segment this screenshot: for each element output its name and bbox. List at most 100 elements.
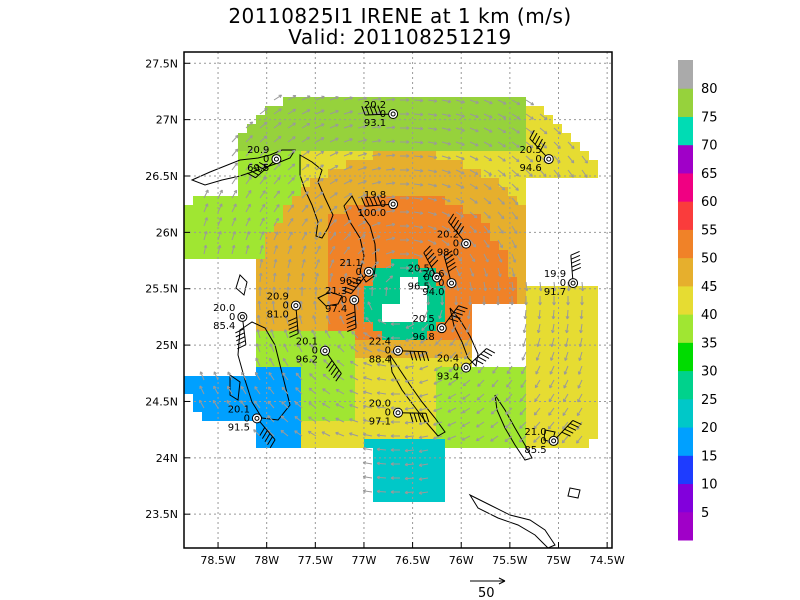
wind-speed-cell: [409, 115, 418, 124]
wind-speed-cell: [328, 430, 337, 439]
wind-speed-cell: [310, 376, 319, 385]
wind-speed-cell: [400, 484, 409, 493]
wind-vector-head: [552, 302, 556, 306]
wind-vector: [476, 421, 485, 428]
wind-speed-cell: [418, 232, 427, 241]
wind-speed-cell: [274, 313, 283, 322]
wind-speed-cell: [409, 331, 418, 340]
wind-vector: [200, 371, 205, 381]
wind-speed-cell: [400, 448, 409, 457]
wind-vector: [343, 165, 353, 171]
wind-vector-head: [315, 272, 320, 277]
barb-feather: [269, 439, 276, 449]
wind-speed-cell: [526, 160, 535, 169]
wind-vector: [351, 331, 359, 339]
wind-vector-head: [473, 214, 478, 219]
wind-speed-cell: [418, 430, 427, 439]
wind-speed-cell: [301, 439, 310, 448]
wind-vector-head: [306, 109, 311, 113]
wind-vector-head: [323, 359, 327, 363]
wind-vector-head: [522, 329, 527, 334]
wind-speed-cell: [382, 160, 391, 169]
wind-vector: [315, 178, 324, 185]
wind-speed-cell: [454, 367, 463, 376]
wind-speed-cell: [373, 124, 382, 133]
wind-vector: [294, 416, 303, 423]
wind-speed-cell: [301, 178, 310, 187]
wind-vector-head: [548, 398, 553, 403]
wind-vector: [376, 462, 387, 465]
wind-speed-cell: [346, 331, 355, 340]
wind-speed-cell: [589, 412, 598, 421]
wind-vector: [350, 360, 359, 367]
wind-vector: [447, 393, 457, 399]
wind-speed-cell: [373, 484, 382, 493]
wind-speed-cell: [301, 268, 310, 277]
wind-speed-cell: [517, 259, 526, 268]
wind-vector-head: [392, 97, 396, 102]
wind-speed-cell: [346, 169, 355, 178]
wind-vector: [245, 231, 250, 241]
wind-speed-cell: [238, 133, 247, 142]
wind-vector-head: [521, 370, 525, 375]
wind-vector: [563, 393, 569, 403]
wind-speed-cell: [211, 412, 220, 421]
wind-speed-cell: [409, 97, 418, 106]
wind-speed-cell: [445, 304, 454, 313]
wind-vector-head: [419, 197, 424, 201]
wind-vector-head: [349, 124, 353, 128]
wind-vector-head: [204, 231, 208, 235]
wind-speed-cell: [409, 169, 418, 178]
wind-speed-cell: [364, 214, 373, 223]
wind-vector: [273, 273, 276, 283]
wind-speed-cell: [427, 412, 436, 421]
wind-vector-head: [349, 389, 353, 394]
wind-vector: [427, 197, 437, 201]
barb-feather: [572, 420, 582, 425]
wind-vector: [521, 365, 527, 375]
wind-vector: [268, 386, 275, 395]
wind-vector-head: [511, 287, 515, 292]
wind-speed-cell: [463, 376, 472, 385]
wind-vector-head: [376, 419, 381, 424]
wind-vector: [419, 449, 429, 453]
wind-speed-cell: [580, 430, 589, 439]
wind-speed-cell: [544, 295, 553, 304]
wind-speed-cell: [400, 349, 409, 358]
wind-speed-cell: [391, 124, 400, 133]
wind-speed-cell: [535, 439, 544, 448]
station-circle: [320, 345, 331, 356]
wind-speed-cell: [247, 169, 256, 178]
wind-speed-cell: [382, 223, 391, 232]
wind-vector: [549, 379, 555, 389]
wind-speed-cell: [445, 322, 454, 331]
wind-speed-cell: [400, 268, 409, 277]
station-pressure: 96.8: [413, 332, 435, 343]
wind-vector-head: [500, 230, 504, 234]
wind-vector: [269, 357, 275, 367]
wind-speed-cell: [409, 241, 418, 250]
wind-vector: [310, 344, 317, 353]
wind-speed-cell: [274, 385, 283, 394]
wind-speed-cell: [517, 394, 526, 403]
wind-vector-head: [292, 95, 297, 99]
wind-vector-head: [491, 397, 495, 401]
wind-speed-cell: [265, 178, 274, 187]
wind-speed-cell: [481, 196, 490, 205]
wind-vector-head: [349, 432, 353, 436]
wind-vector: [322, 373, 331, 381]
barb-feather: [447, 261, 456, 269]
colorbar-swatch: [678, 342, 693, 372]
wind-vector: [427, 225, 437, 230]
wind-speed-cell: [472, 394, 481, 403]
wind-vector: [581, 169, 588, 178]
wind-speed-cell: [391, 385, 400, 394]
wind-speed-cell: [265, 349, 274, 358]
wind-speed-cell: [283, 160, 292, 169]
wind-vector: [441, 225, 451, 232]
wind-speed-cell: [364, 304, 373, 313]
wind-vector: [240, 386, 247, 395]
wind-vector: [511, 113, 520, 120]
wind-vector: [312, 315, 317, 325]
